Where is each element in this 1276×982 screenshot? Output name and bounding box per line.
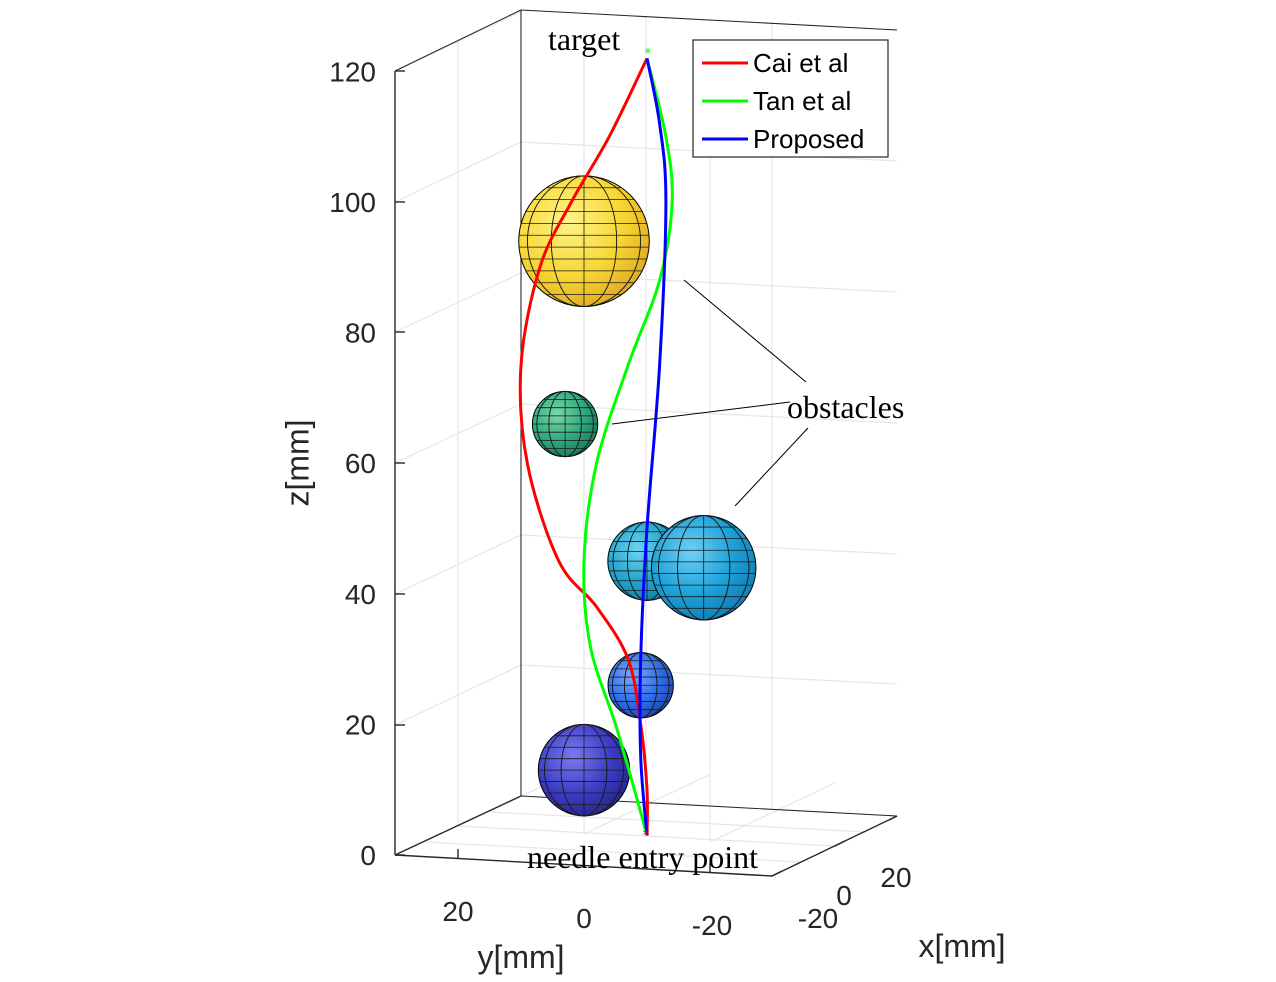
- z-tick-label: 120: [329, 56, 376, 87]
- target-annotation: target: [548, 21, 620, 57]
- z-tick-label: 80: [345, 318, 376, 349]
- z-tick-label: 0: [360, 840, 376, 871]
- x-tick-label: -20: [798, 903, 838, 934]
- entry-point-annotation: needle entry point: [527, 839, 758, 875]
- obstacle-sphere: [537, 723, 631, 817]
- legend-label-tan: Tan et al: [753, 86, 851, 116]
- z-tick-labels: 0 20 40 60 80 100 120: [329, 56, 376, 871]
- x-tick-labels: -20 0 20: [798, 862, 912, 934]
- svg-text:*: *: [645, 46, 652, 62]
- legend-label-cai: Cai et al: [753, 48, 848, 78]
- obstacle-sphere: [518, 175, 650, 307]
- x-axis-label: x[mm]: [918, 928, 1005, 964]
- z-tick-label: 40: [345, 579, 376, 610]
- trajectory-lines: [518, 57, 674, 836]
- y-tick-labels: 20 0 -20: [442, 896, 732, 941]
- legend-label-proposed: Proposed: [753, 124, 864, 154]
- legend: Cai et al Tan et al Proposed: [692, 39, 889, 158]
- obstacle-spheres: [518, 175, 757, 817]
- obstacle-leader-lines: [611, 279, 809, 507]
- z-tick-label: 100: [329, 187, 376, 218]
- obstacles-annotation: obstacles: [787, 389, 904, 425]
- x-tick-label: 20: [880, 862, 911, 893]
- y-tick-label: 0: [576, 903, 592, 934]
- svg-text:*: *: [643, 828, 650, 844]
- y-axis-label: y[mm]: [477, 939, 564, 975]
- trajectory-proposed: [638, 58, 668, 836]
- y-tick-label: 20: [442, 896, 473, 927]
- z-axis-label: z[mm]: [279, 419, 315, 506]
- x-tick-label: 0: [836, 880, 852, 911]
- trajectory-tan-et-al: [582, 57, 674, 836]
- endpoint-markers: * *: [643, 46, 652, 844]
- z-tick-label: 20: [345, 709, 376, 740]
- tick-marks: [395, 70, 898, 877]
- y-tick-label: -20: [692, 910, 732, 941]
- z-tick-label: 60: [345, 448, 376, 479]
- obstacle-sphere: [531, 390, 599, 458]
- obstacle-sphere: [650, 514, 757, 621]
